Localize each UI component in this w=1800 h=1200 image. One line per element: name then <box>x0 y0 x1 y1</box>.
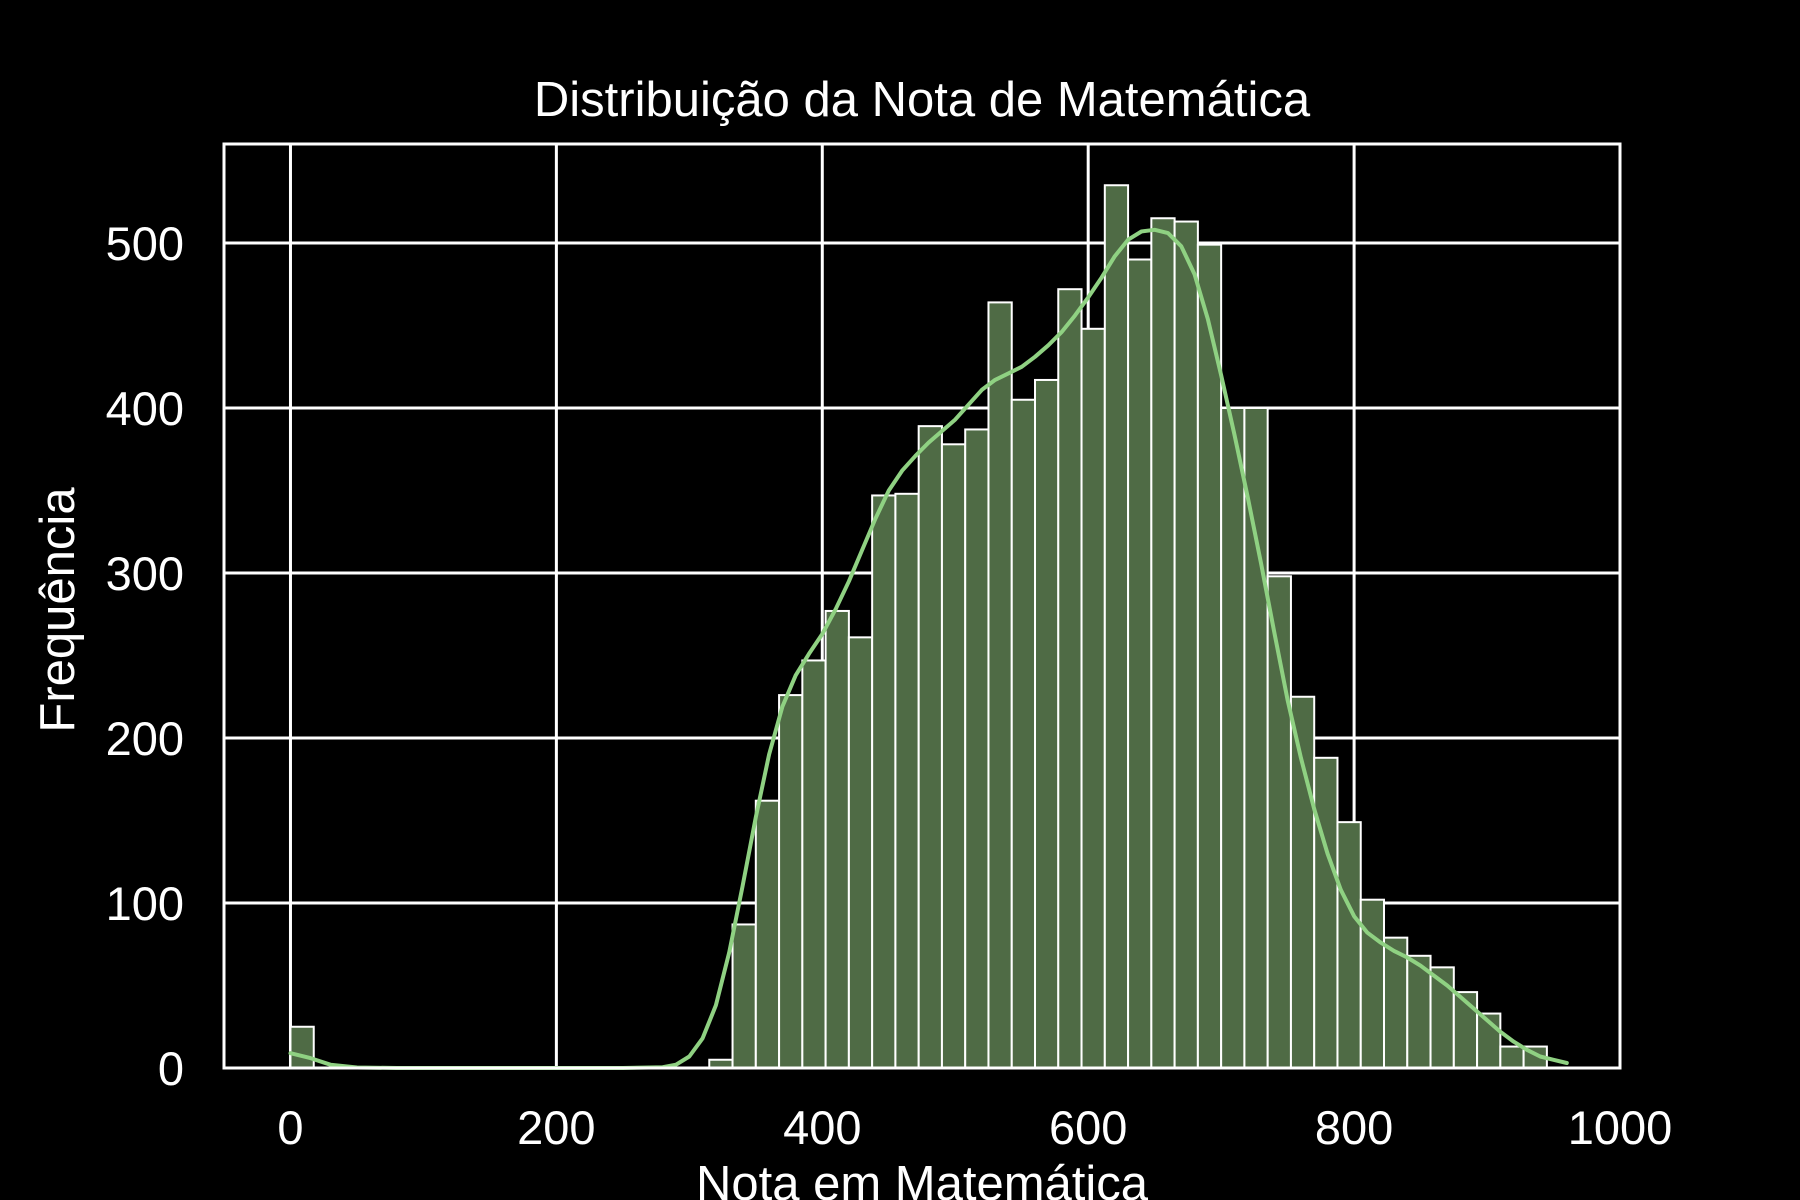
histogram-bar <box>894 492 920 1069</box>
histogram-bar <box>801 659 827 1069</box>
y-tick-label: 100 <box>106 877 184 930</box>
histogram-bar <box>1336 821 1362 1070</box>
tick-labels: 0 200 400 600 800 1000 0 100 200 300 400 500 <box>106 217 1673 1154</box>
histogram-bar <box>1359 898 1386 1070</box>
y-tick-label: 200 <box>106 712 184 765</box>
histogram-bar <box>1313 756 1339 1069</box>
x-tick-label: 1000 <box>1568 1101 1673 1154</box>
x-tick-label: 600 <box>1049 1101 1127 1154</box>
histogram-bar <box>1289 695 1316 1069</box>
kde-curve-group <box>288 227 1569 1070</box>
histogram-bar <box>871 494 897 1069</box>
histogram-bar <box>1103 184 1130 1069</box>
y-axis-label: Frequência <box>31 487 85 733</box>
histogram-bar <box>847 636 874 1069</box>
histogram-bar <box>1127 258 1153 1069</box>
histogram-bar <box>940 443 967 1069</box>
x-tick-label: 400 <box>783 1101 861 1154</box>
histogram-bar <box>1150 217 1176 1069</box>
x-axis-label: Nota em Matemática <box>696 1157 1149 1200</box>
histogram-bar <box>824 609 850 1069</box>
histogram-bar <box>731 923 757 1070</box>
x-tick-label: 800 <box>1315 1101 1393 1154</box>
histogram-bar <box>1173 220 1199 1070</box>
histogram-bar <box>987 301 1013 1069</box>
histogram-bar <box>964 428 990 1069</box>
y-tick-label: 500 <box>106 217 184 270</box>
histogram-bar <box>1010 398 1037 1069</box>
chart-title: Distribuição da Nota de Matemática <box>534 73 1311 127</box>
histogram-bar <box>289 1025 315 1069</box>
y-tick-label: 400 <box>106 382 184 435</box>
histogram-bars <box>289 184 1548 1070</box>
plot-frame <box>222 142 1622 1070</box>
histogram-bar <box>778 694 804 1069</box>
histogram-bar <box>917 425 943 1069</box>
x-tick-label: 200 <box>517 1101 595 1154</box>
histogram-bar <box>1220 407 1246 1069</box>
histogram-bar <box>1080 327 1106 1069</box>
histogram-bar <box>1499 1045 1525 1070</box>
x-tick-label: 0 <box>277 1101 303 1154</box>
kde-line <box>288 227 1569 1070</box>
histogram-bar <box>754 799 781 1069</box>
y-tick-label: 0 <box>158 1042 184 1095</box>
histogram-bar <box>1057 288 1083 1069</box>
y-tick-label: 300 <box>106 547 184 600</box>
histogram-bar <box>1034 378 1060 1069</box>
